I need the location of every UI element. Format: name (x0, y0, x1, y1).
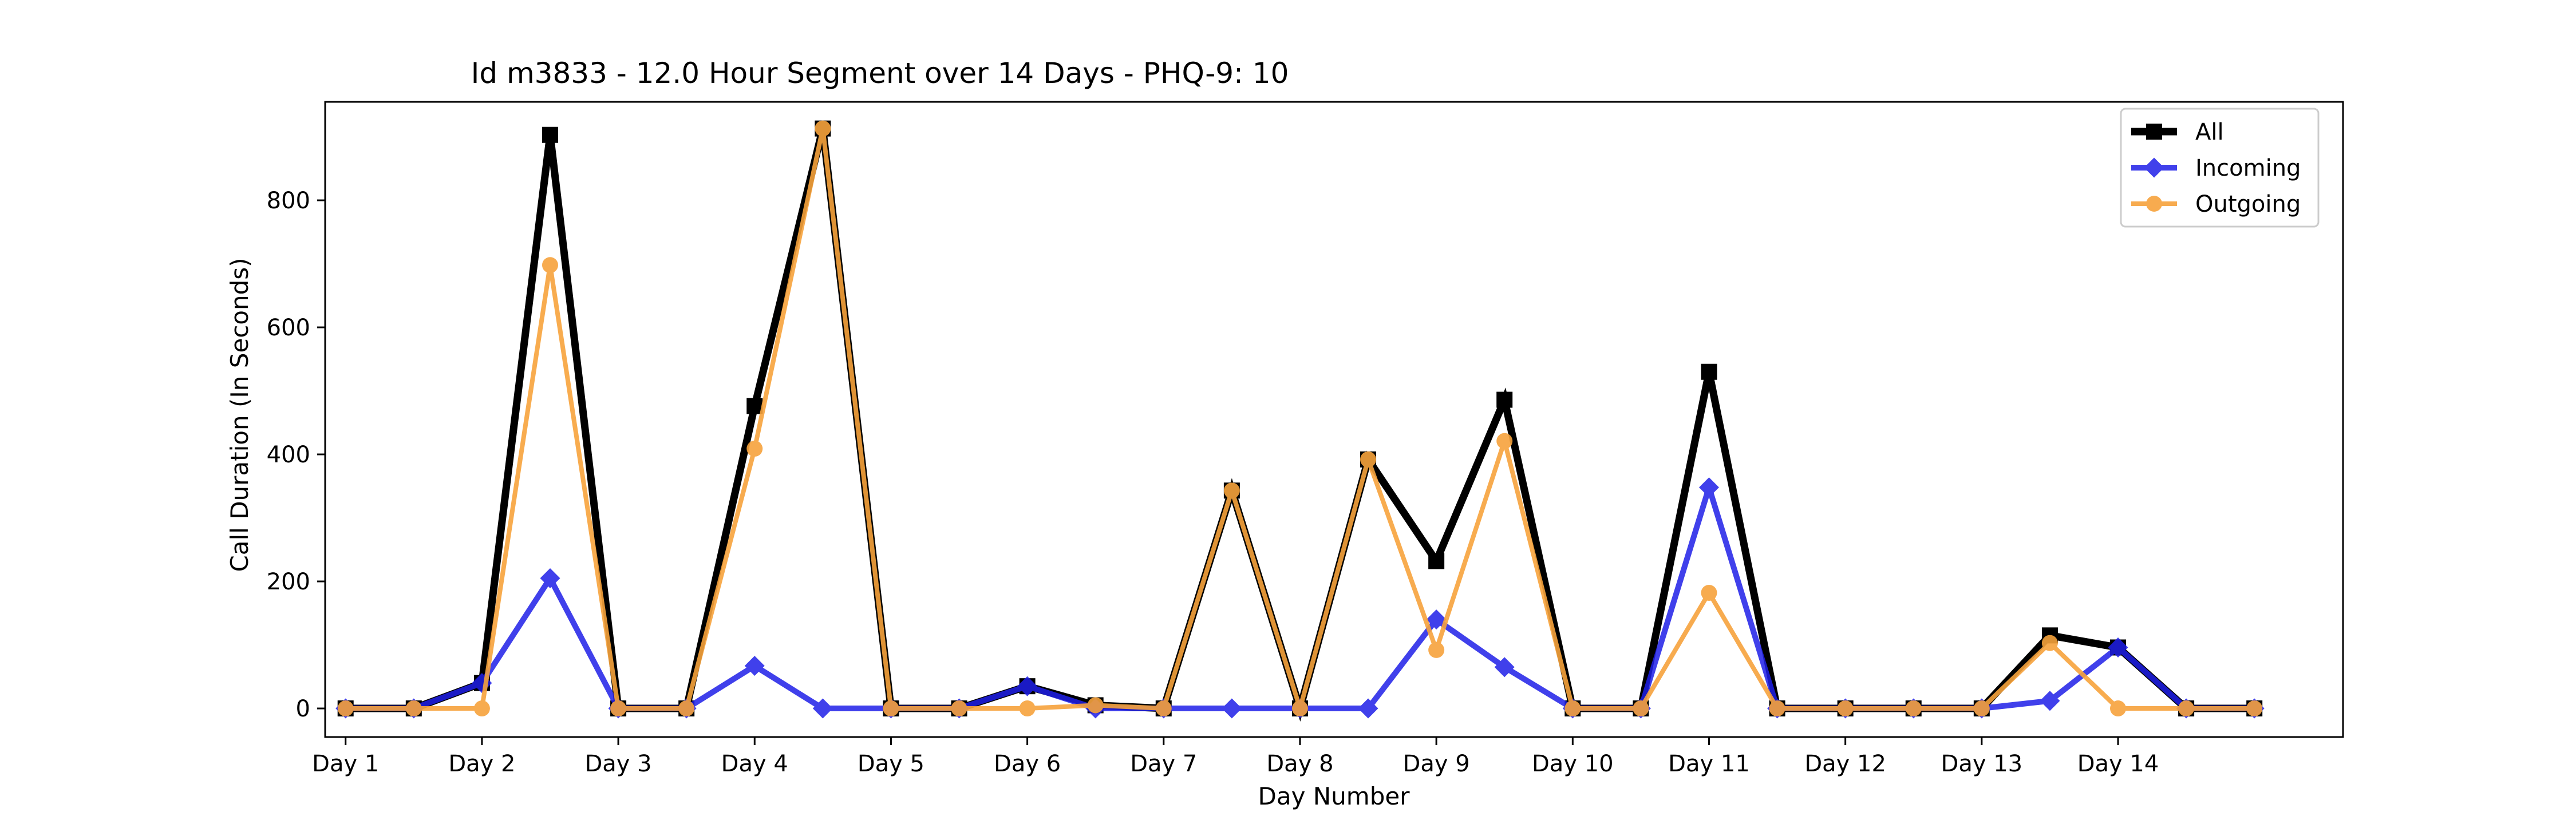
data-point-outgoing (337, 700, 354, 717)
x-tick-label: Day 9 (1403, 751, 1470, 777)
y-tick-label: 600 (267, 315, 310, 341)
chart-title: Id m3833 - 12.0 Hour Segment over 14 Day… (471, 57, 1289, 90)
series-line-incoming (345, 477, 2255, 711)
data-point-outgoing (815, 120, 831, 137)
data-point-outgoing (1291, 700, 1308, 717)
legend-item-incoming (2131, 157, 2177, 178)
data-point-incoming (1494, 657, 1515, 678)
data-point-incoming (1426, 609, 1447, 630)
x-tick-label: Day 11 (1668, 751, 1750, 777)
data-point-outgoing (1701, 585, 1717, 601)
legend-item-all (2131, 124, 2177, 140)
data-point-outgoing (542, 257, 558, 274)
data-point-outgoing (1905, 700, 1922, 717)
data-point-outgoing (473, 700, 490, 717)
series-line-all (345, 128, 2255, 722)
data-point-incoming (812, 698, 833, 719)
data-point-outgoing (1633, 700, 1649, 717)
data-point-incoming (1358, 698, 1378, 719)
x-tick-label: Day 3 (584, 751, 651, 777)
series-line-outgoing (345, 128, 2255, 717)
x-tick-label: Day 2 (448, 751, 515, 777)
x-tick-label: Day 6 (994, 751, 1061, 777)
series-outgoing (337, 120, 2263, 717)
y-tick-label: 200 (267, 569, 310, 595)
data-point-outgoing (951, 700, 967, 717)
data-point-all (1496, 391, 1513, 408)
data-point-outgoing (1564, 700, 1581, 717)
x-axis-label: Day Number (1258, 782, 1410, 810)
data-point-incoming (2108, 637, 2128, 657)
x-tick-label: Day 10 (1532, 751, 1614, 777)
legend-marker (2146, 196, 2162, 212)
series-all (337, 120, 2263, 722)
legend-box (2120, 108, 2320, 228)
data-point-outgoing (746, 441, 763, 457)
data-point-all (542, 126, 558, 143)
legend-marker (2144, 157, 2164, 178)
x-tick-label: Day 7 (1130, 751, 1197, 777)
data-point-all (746, 398, 763, 414)
y-tick-label: 400 (267, 442, 310, 468)
data-point-outgoing (678, 700, 695, 717)
x-tick-label: Day 12 (1804, 751, 1886, 777)
legend-item-outgoing (2131, 196, 2177, 212)
data-point-outgoing (1155, 700, 1172, 717)
y-tick-label: 0 (296, 696, 310, 722)
data-point-incoming (744, 656, 765, 676)
series-incoming (335, 477, 2265, 719)
data-point-outgoing (405, 700, 422, 717)
data-point-outgoing (1769, 700, 1785, 717)
data-point-outgoing (2041, 635, 2058, 651)
data-point-all (1428, 553, 1445, 569)
x-tick-label: Day 1 (312, 751, 379, 777)
x-tick-label: Day 4 (721, 751, 788, 777)
legend: All Incoming Outgoing (2120, 108, 2320, 228)
data-point-incoming (2040, 691, 2060, 711)
y-tick-label: 800 (267, 188, 310, 214)
data-point-outgoing (1496, 433, 1513, 449)
data-point-outgoing (883, 700, 899, 717)
data-point-incoming (1222, 698, 1242, 719)
legend-marker (2146, 124, 2162, 140)
y-axis-label: Call Duration (In Seconds) (226, 258, 254, 572)
data-point-outgoing (610, 700, 627, 717)
data-point-outgoing (2178, 700, 2195, 717)
data-point-outgoing (1019, 700, 1036, 717)
data-point-incoming (1698, 477, 1719, 498)
data-point-outgoing (2246, 700, 2263, 717)
data-point-outgoing (2110, 700, 2127, 717)
data-point-outgoing (1087, 697, 1104, 714)
x-tick-label: Day 5 (858, 751, 924, 777)
data-point-outgoing (1973, 700, 1990, 717)
data-point-incoming (540, 568, 560, 588)
x-tick-label: Day 8 (1266, 751, 1333, 777)
data-point-outgoing (1223, 482, 1240, 499)
data-point-all (1701, 363, 1717, 380)
data-point-incoming (1017, 676, 1038, 696)
data-point-outgoing (1360, 451, 1377, 468)
data-point-outgoing (1837, 700, 1854, 717)
legend-label: Incoming (2195, 155, 2301, 181)
data-point-outgoing (1428, 641, 1445, 658)
x-tick-label: Day 14 (2077, 751, 2159, 777)
axes: Day 1 Day 2 Day 3 Day 4 Day 5 Day 6 Day 7 Day 8… (267, 101, 2344, 777)
plot-frame (324, 101, 2344, 738)
plot-area (335, 120, 2265, 722)
legend-label: All (2195, 119, 2224, 145)
legend-label: Outgoing (2195, 191, 2301, 217)
x-tick-label: Day 13 (1941, 751, 2023, 777)
